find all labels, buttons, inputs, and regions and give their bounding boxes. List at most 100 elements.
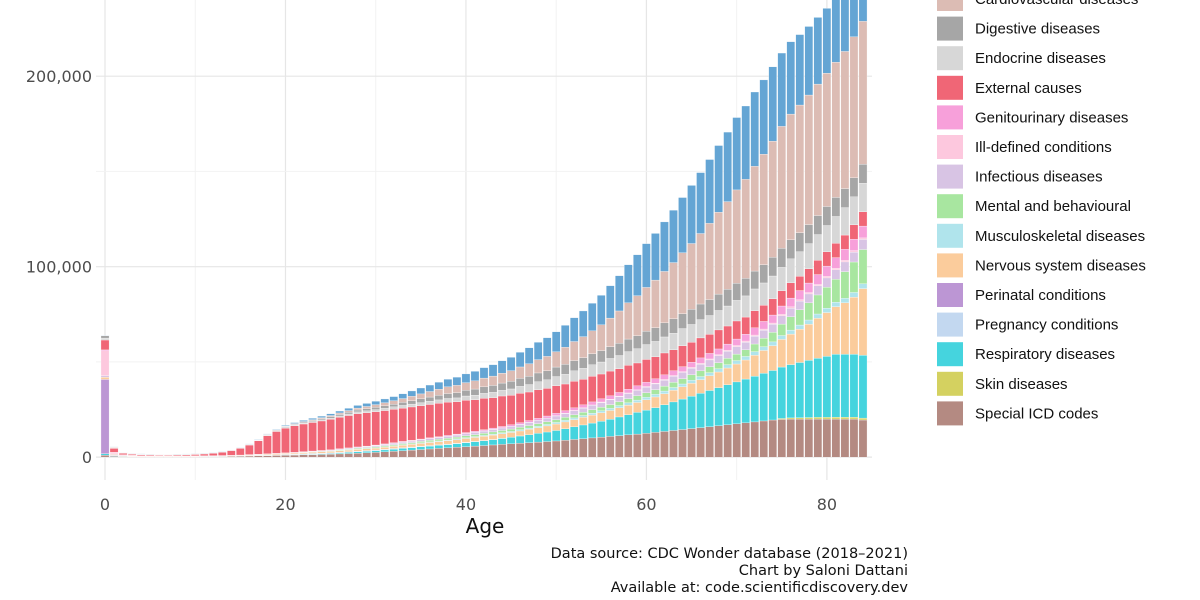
legend-swatch <box>937 46 963 71</box>
bar-segment <box>669 401 678 431</box>
bar-segment <box>696 364 705 372</box>
bar-segment <box>615 407 624 418</box>
bar-segment <box>768 298 777 316</box>
bar-segment <box>786 329 796 335</box>
bar-stack <box>281 425 290 458</box>
bar-segment <box>840 234 850 250</box>
bar-segment <box>777 267 786 291</box>
bar-segment <box>479 367 489 379</box>
bar-segment <box>696 376 705 380</box>
bar-segment <box>777 314 786 316</box>
bar-segment <box>687 428 696 458</box>
bar-segment <box>326 415 335 418</box>
bar-segment <box>831 197 841 217</box>
bar-segment <box>479 430 489 434</box>
bar-segment <box>434 437 444 440</box>
bar-segment <box>588 364 597 377</box>
bar-segment <box>434 448 444 458</box>
bar-segment <box>849 251 859 263</box>
bar-segment <box>371 445 380 447</box>
bar-segment <box>732 381 741 424</box>
bar-segment <box>849 296 859 355</box>
bar-segment <box>651 389 660 395</box>
bar-segment <box>660 393 669 405</box>
bar-segment <box>506 357 516 371</box>
bar-segment <box>777 335 786 340</box>
bar-stack <box>705 159 714 458</box>
bar-segment <box>299 420 308 422</box>
caption-data-source: Data source: CDC Wonder database (2018–2… <box>551 546 908 562</box>
bar-segment <box>615 275 624 312</box>
bar-segment <box>380 446 389 450</box>
bar-segment <box>461 373 471 383</box>
bar-segment <box>822 287 832 309</box>
bar-segment <box>759 330 768 339</box>
bar-segment <box>579 412 588 416</box>
bar-stack <box>227 449 236 458</box>
bar-segment <box>588 422 597 439</box>
bar-segment <box>696 172 705 234</box>
bar-stack <box>606 285 615 458</box>
bar-segment <box>344 413 353 416</box>
bar-stack <box>398 393 408 458</box>
bar-segment <box>407 396 417 401</box>
bar-segment <box>551 413 561 416</box>
bar-segment <box>606 419 615 437</box>
bar-segment <box>380 402 389 406</box>
bar-segment <box>786 316 796 331</box>
bar-segment <box>542 337 552 357</box>
bar-segment <box>579 357 588 369</box>
bar-segment <box>624 434 633 458</box>
bar-segment <box>524 442 534 458</box>
bar-stack <box>308 418 317 458</box>
bar-segment <box>606 410 615 420</box>
bar-segment <box>759 264 768 284</box>
bar-segment <box>669 390 678 403</box>
bar-segment <box>497 426 507 428</box>
bar-segment <box>768 332 777 343</box>
bar-segment <box>344 410 353 413</box>
bar-segment <box>353 452 362 458</box>
bar-segment <box>687 374 696 381</box>
bar-segment <box>425 404 435 438</box>
bar-segment <box>759 328 768 331</box>
bar-segment <box>624 365 633 390</box>
bar-segment <box>452 392 462 399</box>
bar-segment <box>822 418 832 458</box>
bar-segment <box>551 430 561 442</box>
bar-segment <box>308 418 317 420</box>
legend-swatch <box>937 371 963 396</box>
legend-label: Skin diseases <box>975 376 1068 393</box>
bar-segment <box>741 378 750 424</box>
bar-segment <box>570 380 579 408</box>
bar-segment <box>506 395 516 425</box>
bar-segment <box>326 413 335 416</box>
bar-stack <box>182 453 191 458</box>
bar-segment <box>813 284 823 286</box>
bar-segment <box>813 358 823 418</box>
bar-segment <box>398 398 408 403</box>
bar-stack <box>579 310 588 458</box>
bar-segment <box>425 445 435 450</box>
bar-segment <box>651 341 660 358</box>
bar-segment <box>714 362 723 369</box>
bar-segment <box>660 431 669 458</box>
bar-segment <box>254 440 263 455</box>
legend-label: Special ICD codes <box>975 405 1098 422</box>
y-tick-label: 100,000 <box>26 258 92 277</box>
bar-segment <box>524 363 534 377</box>
bar-stack <box>759 79 768 458</box>
bar-segment <box>813 234 823 261</box>
bar-segment <box>723 305 732 327</box>
x-tick-label: 60 <box>636 495 656 514</box>
bar-segment <box>100 350 110 376</box>
bar-segment <box>624 402 633 406</box>
bar-segment <box>786 282 796 299</box>
bar-segment <box>290 454 299 458</box>
bar-segment <box>416 446 426 450</box>
bar-stack <box>723 131 732 458</box>
bar-segment <box>804 224 814 244</box>
bar-segment <box>470 380 480 390</box>
bar-segment <box>678 197 687 253</box>
